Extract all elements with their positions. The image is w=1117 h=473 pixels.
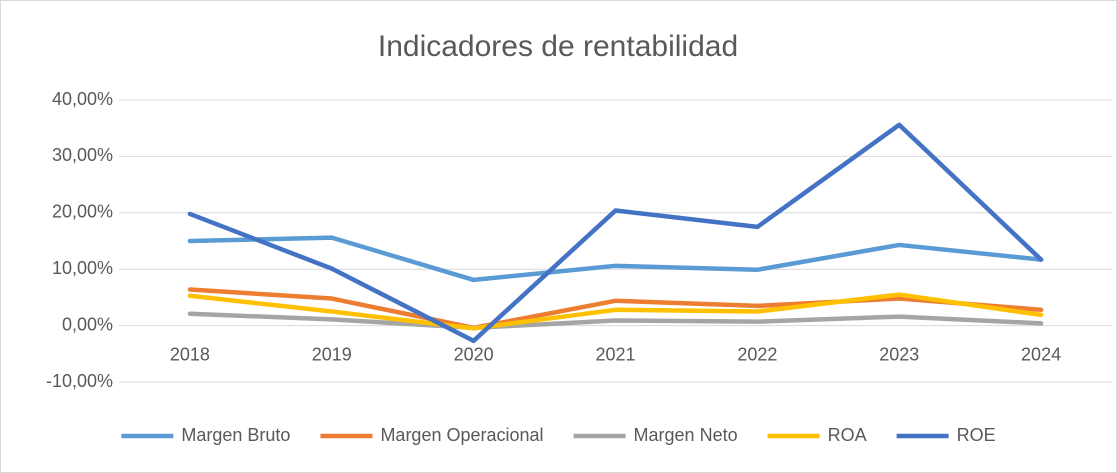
series-line <box>187 292 1044 331</box>
x-tick-label: 2022 <box>737 344 777 364</box>
series-line <box>187 122 1044 344</box>
x-tick-label: 2020 <box>454 344 494 364</box>
x-tick-label: 2023 <box>879 344 919 364</box>
y-tick-label: 30,00% <box>52 145 113 165</box>
y-tick-label: 40,00% <box>52 89 113 109</box>
x-tick-label: 2021 <box>595 344 635 364</box>
legend-label: ROE <box>957 425 996 445</box>
chart-title: Indicadores de rentabilidad <box>378 30 738 63</box>
x-tick-label: 2018 <box>170 344 210 364</box>
series-line <box>187 311 1044 331</box>
series-line <box>187 287 1044 331</box>
y-tick-label: 0,00% <box>62 314 113 334</box>
legend-label: Margen Neto <box>634 425 738 445</box>
y-tick-label: 10,00% <box>52 258 113 278</box>
legend-label: ROA <box>828 425 867 445</box>
y-tick-label: -10,00% <box>46 371 113 391</box>
x-tick-label: 2024 <box>1021 344 1061 364</box>
series-line <box>187 235 1044 283</box>
legend-label: Margen Bruto <box>181 425 290 445</box>
y-tick-label: 20,00% <box>52 202 113 222</box>
legend-label: Margen Operacional <box>380 425 543 445</box>
x-tick-label: 2019 <box>312 344 352 364</box>
